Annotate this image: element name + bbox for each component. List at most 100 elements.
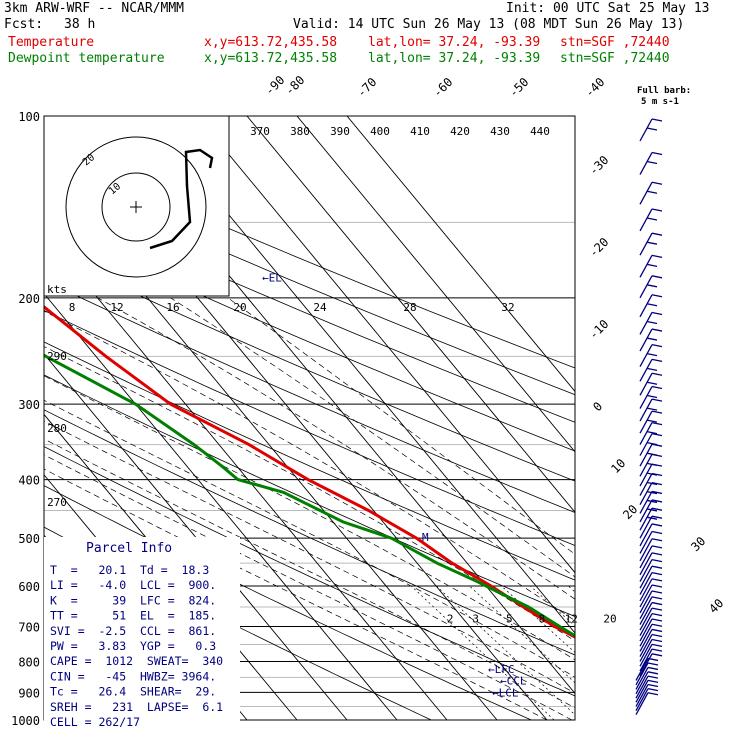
lcl-marker: ←LCL — [492, 686, 519, 699]
dewpoint-profile — [44, 353, 575, 638]
wind-barb — [639, 578, 663, 602]
temperature-legend-label: Temperature — [8, 35, 95, 50]
lfc-marker: ←LFC — [488, 663, 515, 676]
dewpoint-legend-latlon: lat,lon= 37.24, -93.39 — [368, 51, 541, 66]
wind-barb — [639, 421, 663, 445]
isobar-label: 600 — [18, 580, 40, 594]
wind-barb — [639, 596, 663, 620]
temperature-profile — [44, 305, 575, 639]
wind-barb — [639, 523, 663, 547]
moist-adiabat — [44, 375, 575, 661]
temperature-legend-station: stn=SGF ,72440 — [560, 35, 670, 50]
isobar-label: 900 — [18, 686, 40, 700]
wind-barb — [639, 613, 663, 636]
isobar-label: 800 — [18, 655, 40, 669]
scale-label: 32 — [501, 301, 514, 314]
dry-adiabat — [44, 251, 575, 482]
mixing-ratio-label: 12 — [565, 612, 578, 625]
el-marker: ←EL — [262, 271, 282, 284]
wind-barb — [639, 151, 663, 175]
hodograph-ring-outer — [65, 136, 207, 278]
scale-label: 28 — [403, 301, 416, 314]
isobar-label: 400 — [18, 474, 40, 488]
dewpoint-legend-label: Dewpoint temperature — [8, 51, 165, 66]
temperature-legend-xy: x,y=613.72,435.58 — [204, 35, 338, 50]
mixing-ratio-line — [436, 585, 575, 716]
valid-time: Valid: 14 UTC Sun 26 May 13 (08 MDT Sun … — [293, 17, 685, 32]
temperature-legend-latlon: lat,lon= 37.24, -93.39 — [368, 35, 541, 50]
wind-barb — [639, 398, 663, 422]
moist-adiabat — [170, 297, 575, 578]
wind-barb — [639, 648, 663, 672]
theta-label: 400 — [370, 125, 390, 138]
wind-barb — [635, 666, 659, 690]
isotherm-label: 40 — [706, 596, 726, 616]
wind-barb — [639, 552, 663, 576]
dry-adiabat — [44, 409, 575, 656]
isobar-label: 700 — [18, 620, 40, 634]
isotherm-label: 10 — [608, 456, 628, 476]
wind-barb — [639, 545, 663, 569]
wind-barb — [639, 638, 663, 662]
wind-barb — [639, 208, 663, 232]
dry-adiabat — [44, 147, 575, 369]
mixing-ratio-label: 5 — [506, 612, 513, 625]
wind-barb — [635, 662, 659, 686]
wind-barb — [639, 607, 663, 631]
wind-barb — [635, 657, 659, 681]
moist-adiabat — [44, 399, 575, 678]
mixing-ratio-label: 20 — [603, 612, 616, 625]
dry-adiabat — [44, 197, 575, 423]
wind-barb — [639, 538, 663, 562]
parcel-info-title: Parcel Info — [86, 541, 172, 556]
scale-label: 8 — [69, 301, 76, 314]
wind-barb — [639, 584, 663, 608]
wind-barb — [639, 232, 663, 256]
wind-barb — [639, 653, 663, 677]
theta-label: 430 — [490, 125, 510, 138]
wind-barb — [639, 590, 663, 614]
theta-label: 440 — [530, 125, 550, 138]
wind-barb — [639, 385, 663, 409]
scale-label: 20 — [233, 301, 246, 314]
isobar-label: 1000 — [11, 714, 40, 728]
isotherm-label: 20 — [620, 502, 640, 522]
wind-barb — [635, 675, 659, 699]
wind-barb — [635, 683, 659, 707]
moist-adiabat — [44, 438, 575, 709]
hodograph-trace — [149, 148, 214, 250]
wind-barb — [639, 490, 663, 514]
wind-barb — [639, 358, 663, 382]
barb-legend-unit: 5 m s-1 — [641, 97, 679, 107]
wind-barb — [639, 565, 663, 589]
theta-label-low: 280 — [47, 422, 67, 435]
dry-adiabat — [44, 223, 575, 452]
wind-barb — [639, 628, 663, 652]
wind-barb — [639, 118, 663, 142]
isotherm-line — [196, 116, 575, 574]
wind-barb — [639, 633, 663, 657]
wind-barb — [639, 530, 663, 554]
forecast-label: Fcst: — [4, 17, 44, 32]
isotherm-line — [44, 353, 348, 721]
mixing-ratio-line — [530, 585, 575, 627]
m-marker: M — [422, 531, 429, 544]
wind-barb — [635, 671, 659, 695]
isotherm-label: -30 — [586, 153, 611, 178]
isotherm-line — [346, 116, 575, 393]
isotherm-label: -50 — [506, 75, 531, 100]
model-title: 3km ARW-WRF -- NCAR/MMM — [4, 1, 185, 16]
hodograph-ring-inner — [101, 172, 171, 242]
moist-adiabat — [44, 420, 575, 694]
isotherm-label: -10 — [586, 317, 611, 342]
isobar-label: 200 — [18, 292, 40, 306]
wind-barb — [639, 618, 663, 642]
parcel-info-row: T = 20.1 Td = 18.3 — [50, 563, 209, 577]
ccl-marker: ←CCL — [500, 675, 527, 688]
theta-label: 380 — [290, 125, 310, 138]
parcel-info-row: CAPE = 1012 SWEAT= 340 — [50, 654, 223, 668]
theta-label: 370 — [250, 125, 270, 138]
dewpoint-legend-xy: x,y=613.72,435.58 — [204, 51, 338, 66]
